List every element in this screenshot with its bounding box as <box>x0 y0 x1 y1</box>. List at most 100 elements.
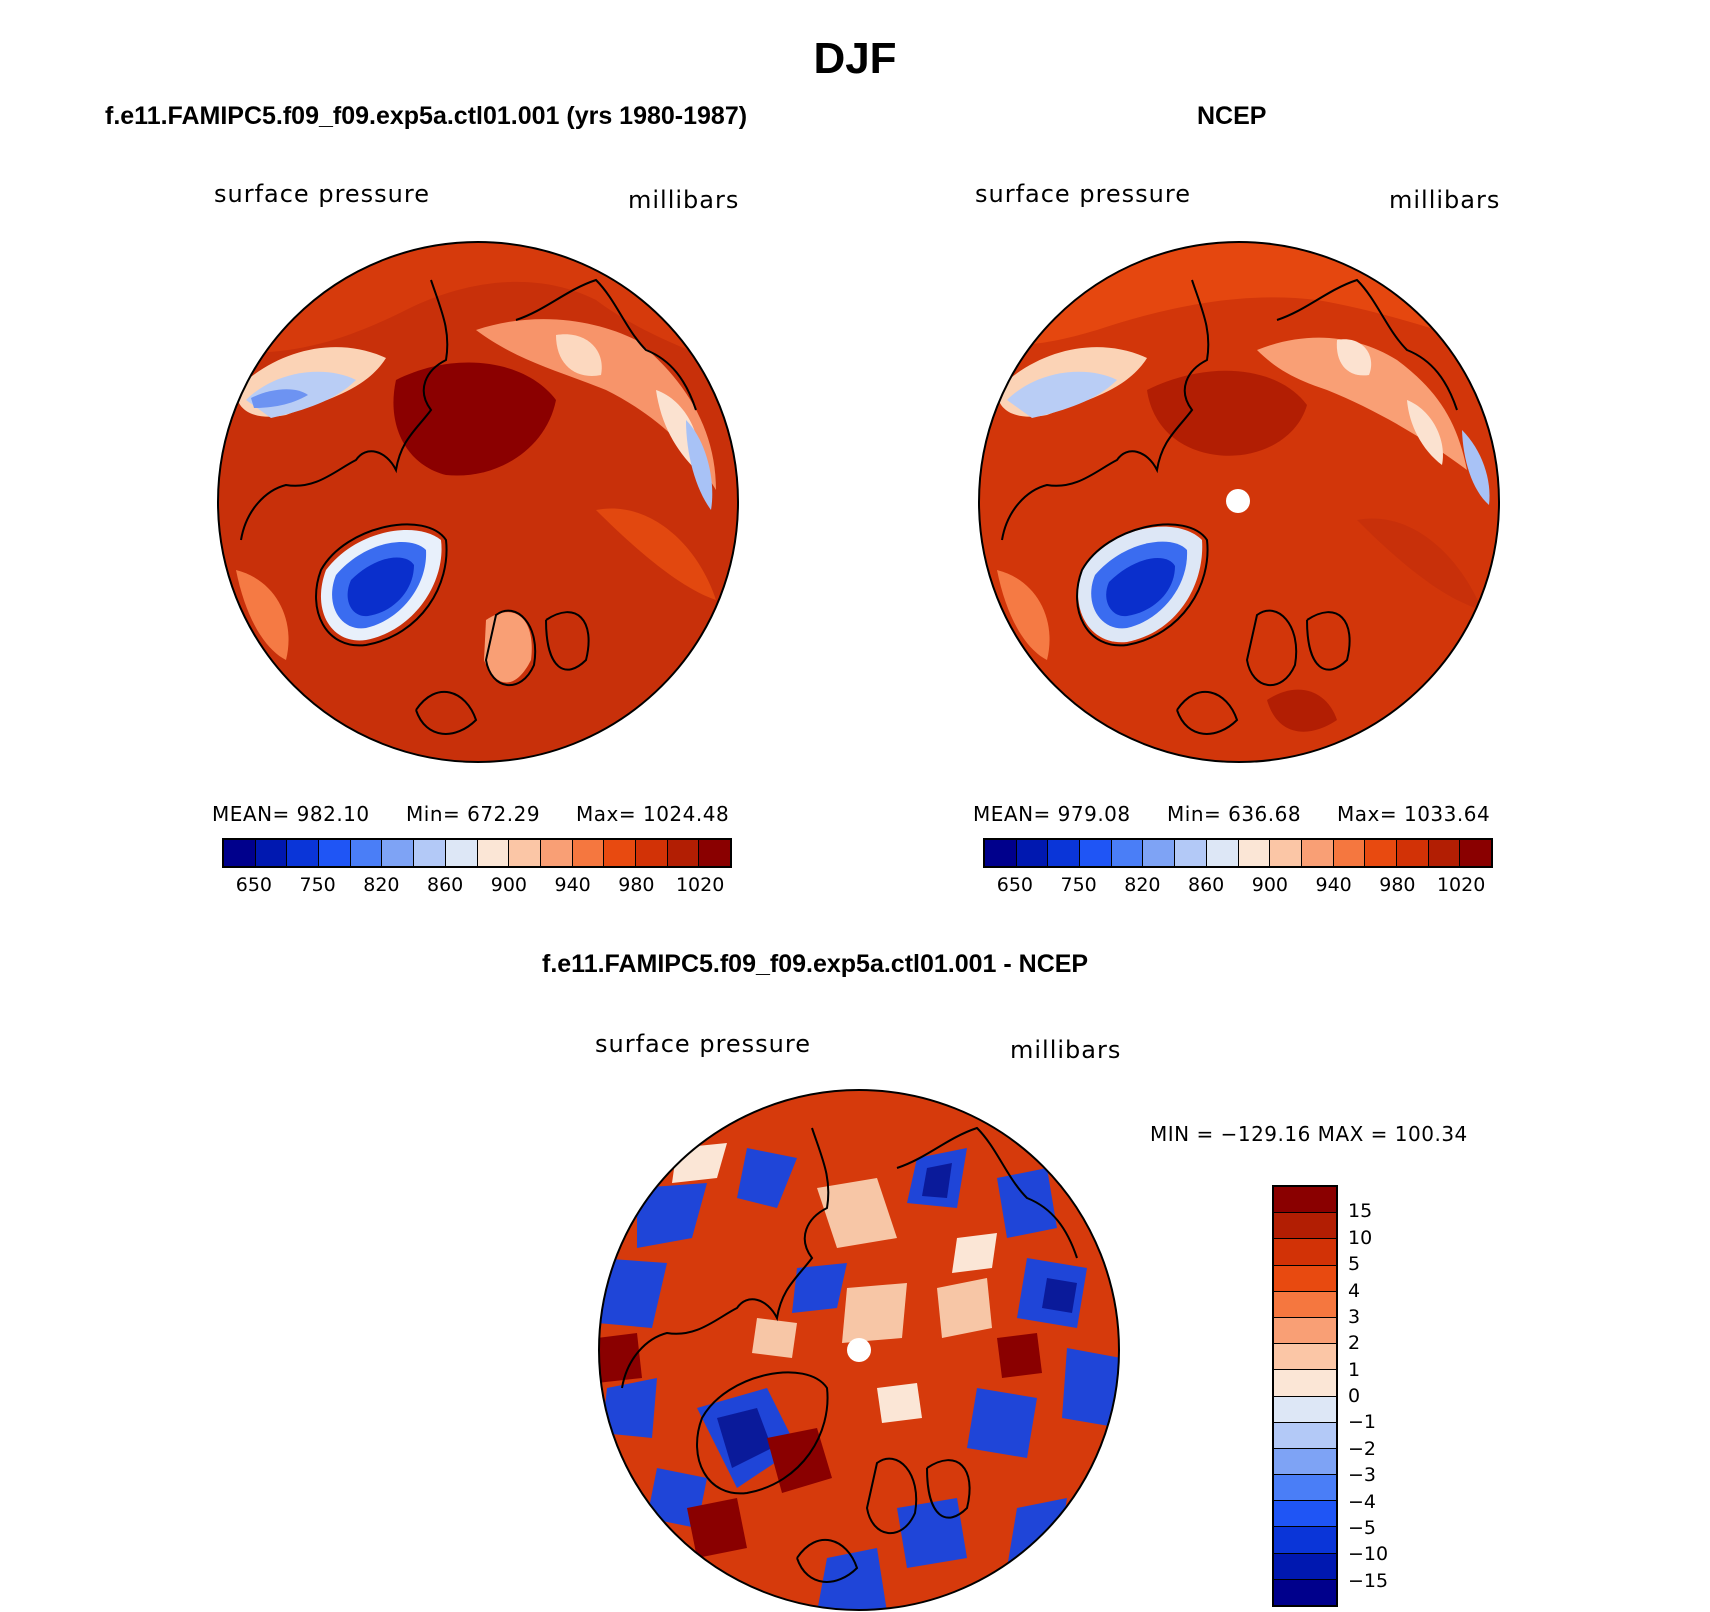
colorbar-tick-label: 0 <box>1348 1385 1361 1407</box>
colorbar-swatch <box>1428 840 1461 866</box>
colorbar-swatch <box>1460 840 1491 866</box>
colorbar-swatch <box>1111 840 1144 866</box>
colorbar-tick-label: −4 <box>1348 1490 1377 1513</box>
ncep-variable-label: surface pressure <box>975 180 1191 208</box>
colorbar-swatch <box>255 840 288 866</box>
colorbar-swatch <box>1274 1422 1336 1449</box>
colorbar-tick-label: 980 <box>618 874 655 896</box>
colorbar-swatch <box>1080 840 1112 866</box>
colorbar-swatch <box>1270 840 1302 866</box>
colorbar-swatch <box>572 840 605 866</box>
colorbar-swatch <box>1274 1396 1336 1423</box>
colorbar-tick-label: 1020 <box>675 874 725 896</box>
colorbar-swatch <box>445 840 478 866</box>
colorbar-swatch <box>1274 1370 1336 1397</box>
colorbar-tick-label: 15 <box>1348 1200 1373 1223</box>
colorbar-swatch <box>1238 840 1271 866</box>
model-panel-title: f.e11.FAMIPC5.f09_f09.exp5a.ctl01.001 (y… <box>105 102 748 130</box>
colorbar-tick-label: −15 <box>1348 1569 1389 1592</box>
colorbar-swatch <box>1274 1344 1336 1371</box>
ncep-polar-map <box>978 241 1500 763</box>
colorbar-swatch <box>1274 1448 1336 1476</box>
colorbar-swatch <box>1274 1579 1336 1605</box>
colorbar-swatch <box>477 840 510 866</box>
colorbar-tick-label: 650 <box>235 874 273 896</box>
colorbar-swatch <box>635 840 668 866</box>
colorbar-swatch <box>224 840 256 866</box>
colorbar-tick-label: 940 <box>1315 874 1352 896</box>
figure-title: DJF <box>813 34 897 83</box>
colorbar-swatch <box>1143 840 1176 866</box>
colorbar-tick-label: 900 <box>1251 874 1289 896</box>
colorbar-tick-label: 1020 <box>1436 874 1486 896</box>
colorbar-swatch <box>1274 1265 1336 1292</box>
colorbar-swatch <box>1365 840 1397 866</box>
colorbar-swatch <box>699 840 730 866</box>
colorbar-swatch <box>985 840 1017 866</box>
model-variable-label: surface pressure <box>214 180 430 208</box>
model-mean: MEAN= 982.10 <box>212 802 370 826</box>
colorbar-swatch <box>604 840 636 866</box>
colorbar-swatch <box>1274 1475 1336 1502</box>
colorbar-swatch <box>414 840 446 866</box>
colorbar-tick-label: 2 <box>1348 1332 1361 1355</box>
colorbar-tick-label: 5 <box>1348 1253 1361 1276</box>
ncep-colorbar <box>983 838 1493 868</box>
colorbar-tick-label: −1 <box>1348 1411 1377 1434</box>
colorbar-tick-label: −2 <box>1348 1437 1377 1460</box>
ncep-units-label: millibars <box>1389 186 1501 214</box>
model-units-label: millibars <box>628 186 740 214</box>
ncep-min: Min= 636.68 <box>1167 802 1302 826</box>
model-colorbar <box>222 838 732 868</box>
colorbar-swatch <box>1016 840 1049 866</box>
colorbar-swatch <box>1301 840 1334 866</box>
colorbar-swatch <box>1274 1187 1336 1214</box>
colorbar-swatch <box>1274 1501 1336 1528</box>
colorbar-swatch <box>509 840 541 866</box>
colorbar-swatch <box>1274 1317 1336 1345</box>
model-polar-map <box>217 241 739 763</box>
ncep-max: Max= 1033.64 <box>1337 802 1491 826</box>
colorbar-tick-label: 940 <box>554 874 591 896</box>
colorbar-swatch <box>319 840 351 866</box>
colorbar-swatch <box>1274 1291 1336 1318</box>
colorbar-swatch <box>1206 840 1239 866</box>
colorbar-tick-label: 860 <box>1187 874 1225 896</box>
colorbar-tick-label: 900 <box>490 874 528 896</box>
colorbar-tick-label: 820 <box>363 874 400 896</box>
colorbar-tick-label: −10 <box>1348 1543 1389 1566</box>
colorbar-swatch <box>1333 840 1366 866</box>
colorbar-swatch <box>287 840 320 866</box>
diff-units-label: millibars <box>1010 1036 1122 1064</box>
diff-polar-map <box>598 1089 1120 1611</box>
colorbar-tick-label: 750 <box>1060 874 1097 896</box>
ncep-panel-title: NCEP <box>1197 102 1267 130</box>
colorbar-tick-label: 10 <box>1348 1226 1373 1249</box>
colorbar-swatch <box>382 840 415 866</box>
diff-colorbar <box>1272 1185 1338 1607</box>
diff-panel-title: f.e11.FAMIPC5.f09_f09.exp5a.ctl01.001 - … <box>542 950 1089 978</box>
colorbar-swatch <box>1048 840 1081 866</box>
model-max: Max= 1024.48 <box>576 802 730 826</box>
colorbar-swatch <box>540 840 573 866</box>
colorbar-tick-label: 750 <box>299 874 336 896</box>
colorbar-swatch <box>1396 840 1429 866</box>
colorbar-tick-label: −5 <box>1348 1516 1377 1539</box>
colorbar-tick-label: 820 <box>1124 874 1161 896</box>
colorbar-swatch <box>667 840 700 866</box>
colorbar-swatch <box>1274 1213 1336 1240</box>
colorbar-swatch <box>1274 1527 1336 1554</box>
colorbar-swatch <box>1274 1239 1336 1266</box>
colorbar-tick-label: 860 <box>426 874 464 896</box>
colorbar-tick-label: −3 <box>1348 1464 1377 1487</box>
diff-minmax: MIN = −129.16 MAX = 100.34 <box>1150 1122 1468 1146</box>
diff-variable-label: surface pressure <box>595 1030 811 1058</box>
colorbar-tick-label: 1 <box>1348 1358 1361 1381</box>
colorbar-tick-label: 650 <box>996 874 1034 896</box>
colorbar-tick-label: 980 <box>1379 874 1416 896</box>
colorbar-swatch <box>350 840 383 866</box>
colorbar-tick-label: 3 <box>1348 1305 1361 1328</box>
colorbar-swatch <box>1175 840 1207 866</box>
ncep-mean: MEAN= 979.08 <box>973 802 1131 826</box>
colorbar-swatch <box>1274 1553 1336 1580</box>
